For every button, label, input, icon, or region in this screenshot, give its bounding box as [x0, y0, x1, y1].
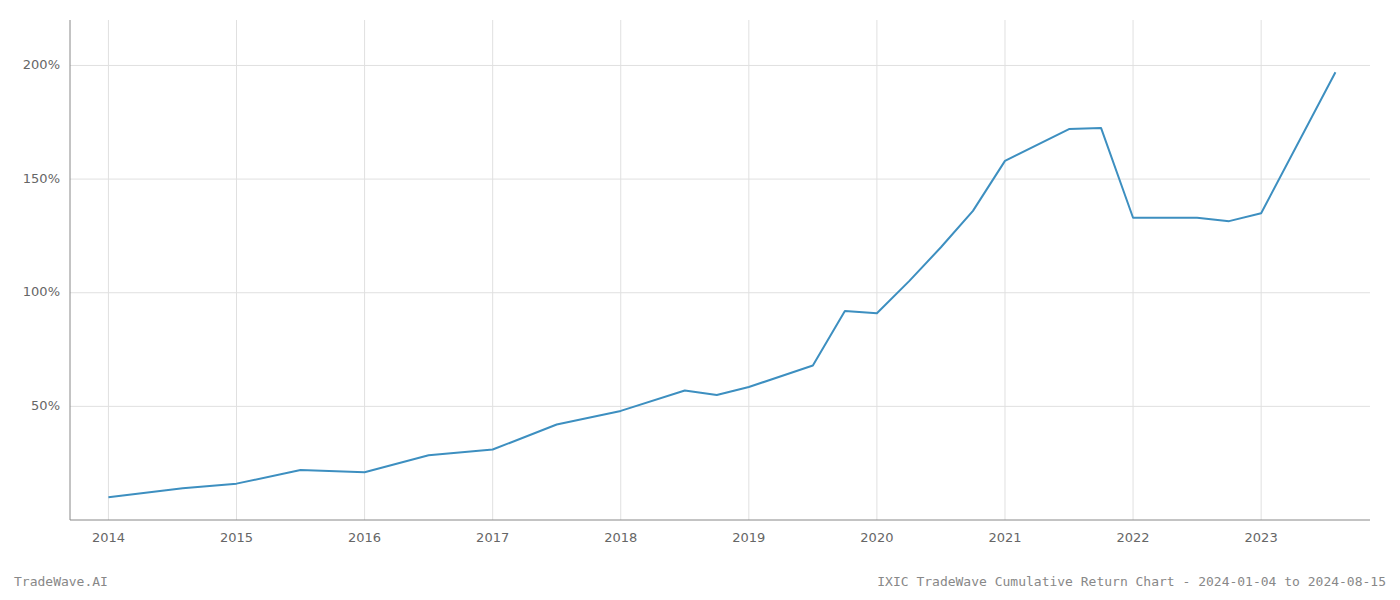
y-grid-line: [70, 179, 1370, 180]
x-grid-line: [1004, 20, 1005, 520]
x-grid-line: [108, 20, 109, 520]
x-tick-label: 2014: [92, 530, 125, 545]
x-tick-label: 2020: [860, 530, 893, 545]
x-tick-label: 2019: [732, 530, 765, 545]
plot-area: [108, 72, 1335, 497]
x-tick-label: 2017: [476, 530, 509, 545]
x-grid-line: [748, 20, 749, 520]
footer-text: TradeWave.AI: [14, 574, 108, 589]
x-grid-line: [876, 20, 877, 520]
x-grid-line: [364, 20, 365, 520]
grid: [70, 20, 1370, 520]
x-axis-line: [70, 520, 1370, 521]
x-grid-line: [1261, 20, 1262, 520]
x-tick-label: 2023: [1245, 530, 1278, 545]
x-tick-label: 2016: [348, 530, 381, 545]
y-tick-label: 100%: [23, 284, 60, 299]
y-tick-label: 50%: [31, 398, 60, 413]
x-grid-line: [620, 20, 621, 520]
y-tick-label: 200%: [23, 57, 60, 72]
y-tick-label: 150%: [23, 171, 60, 186]
y-grid-line: [70, 65, 1370, 66]
x-tick-label: 2021: [988, 530, 1021, 545]
chart-container: 50% 100% 150% 200% 2014 2015 2016 2017 2018 2019 2…: [0, 0, 1400, 600]
x-grid-line: [492, 20, 493, 520]
x-tick-label: 2022: [1117, 530, 1150, 545]
x-grid-line: [236, 20, 237, 520]
y-axis-line: [70, 20, 71, 520]
axes: 50% 100% 150% 200% 2014 2015 2016 2017 2018 2019 2…: [23, 20, 1370, 545]
y-grid-line: [70, 406, 1370, 407]
x-grid-line: [1133, 20, 1134, 520]
chart-svg: 50% 100% 150% 200% 2014 2015 2016 2017 2018 2019 2…: [0, 0, 1400, 600]
x-tick-label: 2015: [220, 530, 253, 545]
y-grid-line: [70, 292, 1370, 293]
x-tick-label: 2018: [604, 530, 637, 545]
data-line: [108, 72, 1335, 497]
footer-text: IXIC TradeWave Cumulative Return Chart -…: [877, 574, 1386, 589]
